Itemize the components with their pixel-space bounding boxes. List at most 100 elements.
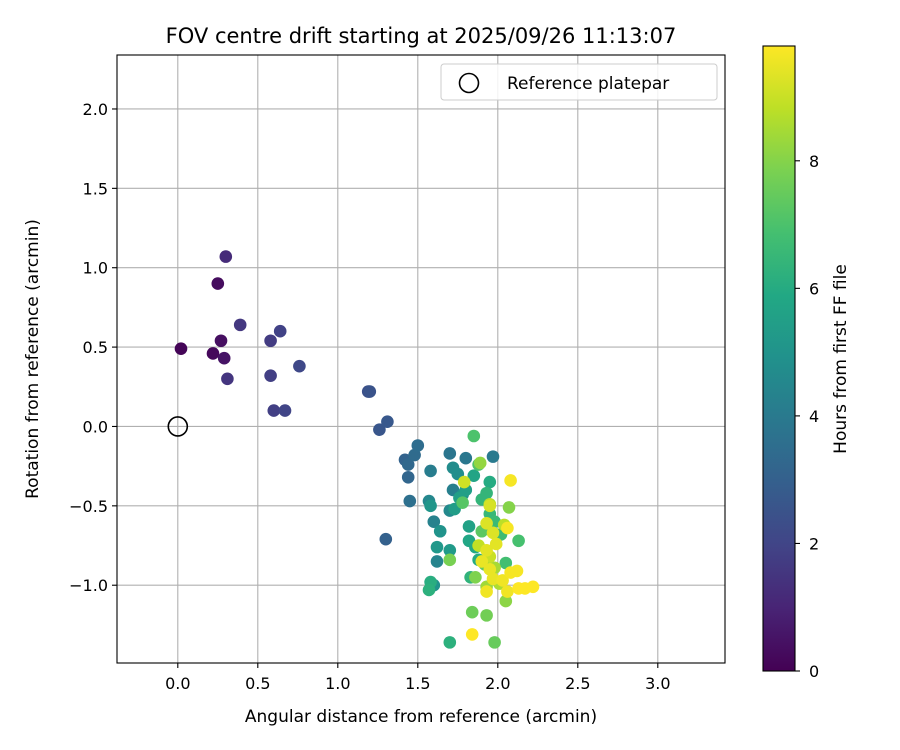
x-tick-label: 2.5: [565, 674, 590, 693]
colorbar-gradient: [762, 45, 796, 672]
data-point: [443, 543, 457, 557]
data-point: [430, 540, 444, 554]
colorbar: 0 2 4 6 8 Hours from first FF file: [762, 45, 851, 681]
plot-frame: [116, 54, 726, 664]
grid-lines: [117, 55, 725, 663]
data-point: [499, 594, 513, 608]
data-point: [467, 429, 481, 443]
data-point: [496, 574, 509, 587]
data-point: [499, 556, 513, 570]
colorbar-tick-label: 8: [809, 152, 819, 171]
data-point: [443, 447, 457, 460]
y-tick-label: 0.5: [83, 338, 108, 357]
data-point: [430, 555, 444, 568]
data-point: [504, 474, 517, 487]
legend: Reference platepar: [440, 63, 718, 101]
data-point: [469, 570, 482, 584]
data-point: [219, 250, 233, 263]
data-point: [467, 469, 481, 482]
data-point: [233, 318, 247, 332]
y-tick-label: 1.0: [83, 259, 108, 278]
data-point: [264, 334, 277, 348]
data-point: [363, 385, 377, 398]
x-tick-label: 1.5: [405, 674, 430, 693]
data-point: [488, 636, 501, 649]
data-points: [174, 250, 540, 649]
y-tick-label: 1.5: [83, 179, 108, 198]
data-point: [510, 564, 524, 578]
reference-platepar-marker: [167, 416, 189, 437]
data-point: [217, 351, 231, 365]
x-tick-label: 0.5: [245, 674, 270, 693]
data-point: [502, 501, 516, 514]
data-point: [501, 521, 514, 535]
data-point: [483, 563, 497, 576]
data-point: [459, 451, 473, 465]
colorbar-tick-label: 4: [809, 407, 819, 426]
colorbar-tick-label: 2: [809, 534, 819, 553]
data-point: [221, 372, 234, 386]
x-axis-label: Angular distance from reference (arcmin): [245, 707, 597, 727]
chart-title: FOV centre drift starting at 2025/09/26 …: [166, 24, 677, 48]
data-point: [483, 499, 497, 513]
data-point: [433, 524, 447, 538]
data-point: [411, 439, 425, 452]
colorbar-ticks: 0 2 4 6 8: [795, 152, 819, 681]
data-point: [408, 448, 421, 462]
y-tick-label: 2.0: [83, 100, 108, 119]
data-point: [486, 572, 500, 586]
data-point: [480, 585, 493, 598]
data-point: [278, 404, 292, 417]
y-tick-label: −0.5: [69, 497, 108, 516]
data-point: [379, 532, 393, 546]
data-point: [381, 415, 394, 429]
data-point: [401, 470, 415, 484]
data-point: [465, 605, 479, 619]
y-axis-label: Rotation from reference (arcmin): [23, 219, 43, 499]
x-tick-label: 3.0: [645, 674, 670, 693]
data-point: [456, 496, 469, 509]
data-point: [427, 515, 441, 529]
data-point: [211, 277, 225, 290]
data-point: [401, 458, 415, 471]
data-point: [480, 517, 493, 530]
data-point: [293, 359, 306, 373]
data-point: [424, 464, 437, 478]
data-point: [206, 347, 220, 360]
data-point: [267, 404, 281, 417]
data-point: [473, 456, 487, 470]
data-point: [214, 334, 228, 348]
data-point: [512, 534, 525, 548]
legend-box: [440, 63, 718, 101]
colorbar-tick-label: 0: [809, 662, 819, 681]
data-point: [403, 494, 417, 508]
data-point: [462, 520, 476, 533]
data-point: [443, 553, 457, 567]
data-point: [475, 555, 489, 568]
x-tick-label: 0.0: [165, 674, 190, 693]
data-point: [424, 499, 437, 513]
data-point: [501, 585, 514, 598]
data-point: [465, 628, 479, 641]
x-tick-label: 2.0: [485, 674, 510, 693]
y-tick-label: 0.0: [83, 417, 108, 436]
data-point: [264, 369, 277, 382]
data-point: [480, 609, 493, 622]
data-point: [486, 526, 500, 540]
data-point: [480, 543, 493, 557]
data-point: [526, 580, 540, 594]
data-point: [422, 583, 436, 597]
data-point: [489, 537, 503, 551]
data-point: [174, 342, 188, 355]
colorbar-label: Hours from first FF file: [831, 264, 851, 454]
data-point: [273, 324, 287, 338]
data-point: [483, 475, 497, 489]
data-point: [457, 475, 471, 489]
y-tick-label: −1.0: [69, 576, 108, 595]
colorbar-tick-label: 6: [809, 279, 819, 298]
data-point: [486, 450, 500, 463]
data-point: [373, 423, 386, 436]
data-point: [443, 636, 457, 649]
x-tick-label: 1.0: [325, 674, 350, 693]
